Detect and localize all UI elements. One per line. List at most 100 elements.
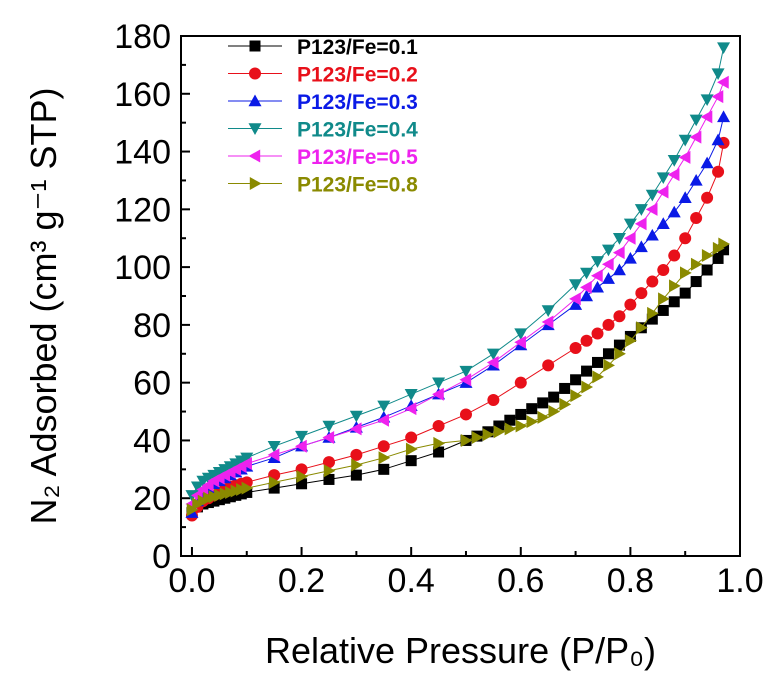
data-point xyxy=(613,339,625,351)
data-point xyxy=(559,397,572,411)
data-point xyxy=(541,315,554,329)
data-point xyxy=(658,292,670,306)
y-tick-label: 60 xyxy=(133,365,171,403)
data-point xyxy=(487,394,500,406)
x-tick-label: 0.2 xyxy=(278,562,325,600)
data-point xyxy=(559,382,571,394)
data-point xyxy=(646,275,659,288)
data-point xyxy=(623,218,637,231)
data-point xyxy=(667,205,681,218)
data-point xyxy=(581,365,593,377)
data-point xyxy=(504,422,517,436)
y-tick-label: 120 xyxy=(114,191,171,229)
data-point xyxy=(591,327,604,340)
data-point xyxy=(268,475,281,489)
data-point xyxy=(460,433,473,447)
series-5 xyxy=(185,75,729,511)
data-point xyxy=(689,114,703,127)
data-point xyxy=(689,130,702,144)
data-point xyxy=(612,233,626,245)
y-tick-label: 0 xyxy=(152,538,171,576)
data-point xyxy=(405,431,418,444)
x-tick-label: 1.0 xyxy=(716,562,763,600)
data-point xyxy=(717,75,729,89)
legend-item: P123/Fe=0.8 xyxy=(228,174,418,197)
data-point xyxy=(711,68,725,81)
data-point xyxy=(613,310,626,323)
data-point xyxy=(669,279,681,293)
legend-label: P123/Fe=0.3 xyxy=(297,91,418,114)
data-point xyxy=(645,189,659,202)
data-point xyxy=(514,328,528,341)
data-point xyxy=(667,155,681,167)
data-point xyxy=(377,440,390,453)
data-point xyxy=(377,413,389,427)
data-point xyxy=(711,133,725,146)
data-point xyxy=(433,436,446,450)
y-axis-title: N₂ Adsorbed (cm³ g⁻¹ STP) xyxy=(23,87,64,524)
data-point xyxy=(322,431,335,445)
data-point xyxy=(350,469,362,481)
data-point xyxy=(241,481,254,495)
data-point xyxy=(240,452,254,465)
data-point xyxy=(690,212,703,224)
data-point xyxy=(537,410,550,424)
data-point xyxy=(591,269,603,283)
data-point xyxy=(601,257,614,271)
data-point xyxy=(679,266,692,280)
data-point xyxy=(537,397,549,409)
data-point xyxy=(645,228,659,241)
data-point xyxy=(591,280,605,293)
data-point xyxy=(378,463,390,475)
data-point xyxy=(569,298,583,310)
data-point xyxy=(548,405,561,419)
series-4 xyxy=(185,42,731,502)
data-point xyxy=(711,90,724,104)
data-point xyxy=(656,172,670,185)
data-point xyxy=(296,478,308,490)
y-tick-label: 20 xyxy=(133,480,171,518)
x-tick-label: 0.0 xyxy=(168,562,215,600)
data-point xyxy=(624,330,636,342)
data-point xyxy=(432,377,446,390)
data-point xyxy=(190,481,204,494)
data-point xyxy=(515,408,527,420)
data-point xyxy=(603,358,615,372)
legend-item: P123/Fe=0.5 xyxy=(228,146,418,169)
legend-label: P123/Fe=0.5 xyxy=(297,146,418,169)
data-point xyxy=(471,431,484,445)
data-point xyxy=(459,408,472,421)
data-point xyxy=(515,419,528,433)
legend-marker xyxy=(248,149,261,163)
data-point xyxy=(569,279,583,291)
data-point xyxy=(701,249,714,263)
data-point xyxy=(322,420,336,433)
data-point xyxy=(614,347,626,361)
data-point xyxy=(656,185,669,199)
data-point xyxy=(668,249,681,262)
legend-label: P123/Fe=0.1 xyxy=(297,36,418,59)
legend-item: P123/Fe=0.1 xyxy=(228,36,418,59)
data-point xyxy=(459,365,473,378)
data-point xyxy=(646,313,658,325)
data-point xyxy=(718,244,730,256)
legend-item: P123/Fe=0.2 xyxy=(228,64,418,87)
data-point xyxy=(267,448,280,462)
data-point xyxy=(486,348,500,361)
data-point xyxy=(404,402,417,416)
data-point xyxy=(526,415,539,429)
data-point xyxy=(323,464,336,478)
data-point xyxy=(432,420,445,432)
data-point xyxy=(625,334,637,348)
y-tick-label: 100 xyxy=(114,249,171,287)
data-point xyxy=(634,204,648,216)
data-point xyxy=(493,425,506,439)
data-point xyxy=(581,380,594,394)
data-point xyxy=(700,110,713,124)
data-point xyxy=(601,272,615,284)
axes: 0.0 0.2 0.4 0.6 0.8 1.0 0 20 40 60 80 100 120 140 160 1… xyxy=(114,18,763,600)
data-point xyxy=(322,456,335,469)
data-point xyxy=(701,191,714,204)
data-point xyxy=(690,257,703,271)
data-point xyxy=(636,321,648,335)
